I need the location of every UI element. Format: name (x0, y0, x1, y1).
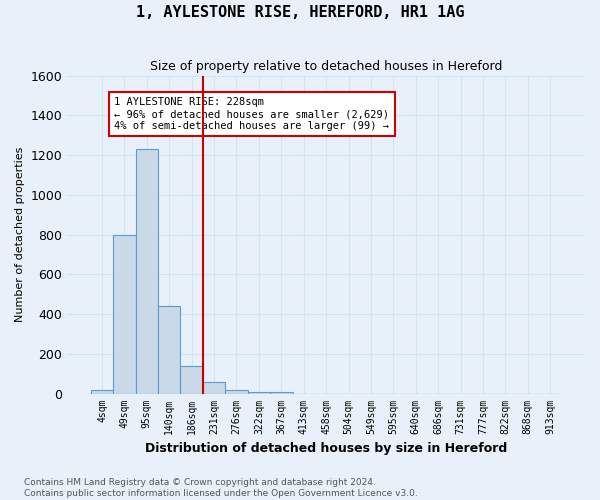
Bar (136, 149, 158, 394)
Bar (225, 390, 248, 394)
Bar (270, 392, 293, 394)
Text: 1 AYLESTONE RISE: 228sqm
← 96% of detached houses are smaller (2,629)
4% of semi: 1 AYLESTONE RISE: 228sqm ← 96% of detach… (115, 98, 389, 130)
X-axis label: Distribution of detached houses by size in Hereford: Distribution of detached houses by size … (145, 442, 507, 455)
Bar (248, 392, 270, 394)
Bar (158, 306, 181, 394)
Y-axis label: Number of detached properties: Number of detached properties (15, 147, 25, 322)
Bar (113, 234, 136, 394)
Title: Size of property relative to detached houses in Hereford: Size of property relative to detached ho… (150, 60, 502, 73)
Text: 1, AYLESTONE RISE, HEREFORD, HR1 1AG: 1, AYLESTONE RISE, HEREFORD, HR1 1AG (136, 5, 464, 20)
Bar (91, 390, 113, 394)
Bar (181, 366, 203, 394)
Text: Contains HM Land Registry data © Crown copyright and database right 2024.
Contai: Contains HM Land Registry data © Crown c… (24, 478, 418, 498)
Bar (203, 382, 225, 394)
